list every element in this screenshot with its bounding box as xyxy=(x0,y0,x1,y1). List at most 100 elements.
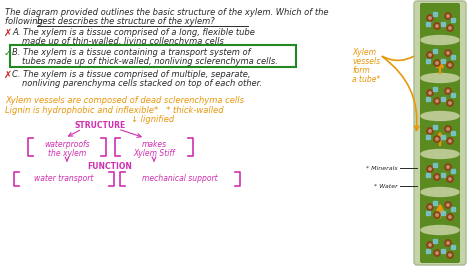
Circle shape xyxy=(447,90,449,92)
Circle shape xyxy=(427,166,433,172)
Text: B. The xylem is a tissue containing a transport system of: B. The xylem is a tissue containing a tr… xyxy=(12,48,251,57)
Text: water transport: water transport xyxy=(34,174,94,183)
FancyBboxPatch shape xyxy=(433,163,437,167)
Circle shape xyxy=(434,212,440,218)
Text: makes: makes xyxy=(141,140,166,149)
FancyBboxPatch shape xyxy=(426,22,430,26)
Circle shape xyxy=(449,64,451,66)
FancyBboxPatch shape xyxy=(433,87,437,91)
Circle shape xyxy=(447,214,453,220)
Text: Xylem: Xylem xyxy=(352,48,376,57)
Text: ✗: ✗ xyxy=(4,28,12,38)
FancyBboxPatch shape xyxy=(426,135,430,139)
Circle shape xyxy=(445,126,451,132)
Circle shape xyxy=(449,140,451,142)
Text: waterproofs: waterproofs xyxy=(44,140,90,149)
Circle shape xyxy=(436,176,438,178)
Circle shape xyxy=(447,15,449,17)
FancyBboxPatch shape xyxy=(451,245,455,249)
Circle shape xyxy=(427,15,433,21)
Circle shape xyxy=(429,206,431,208)
Circle shape xyxy=(434,174,440,180)
Circle shape xyxy=(436,100,438,102)
Circle shape xyxy=(447,204,449,206)
Text: Xylem vessels are composed of dead sclerenchyma cells: Xylem vessels are composed of dead scler… xyxy=(5,96,244,105)
Text: a tube*: a tube* xyxy=(352,75,380,84)
Circle shape xyxy=(434,98,440,104)
Circle shape xyxy=(447,128,449,130)
Circle shape xyxy=(434,136,440,142)
FancyBboxPatch shape xyxy=(441,59,445,63)
FancyBboxPatch shape xyxy=(441,97,445,101)
FancyBboxPatch shape xyxy=(426,59,430,63)
Text: Xylem Stiff: Xylem Stiff xyxy=(133,149,175,158)
Circle shape xyxy=(436,62,438,64)
Circle shape xyxy=(447,100,453,106)
Circle shape xyxy=(447,166,449,168)
Circle shape xyxy=(427,204,433,210)
Text: nonliving parenchyma cells stacked on top of each other.: nonliving parenchyma cells stacked on to… xyxy=(22,79,262,88)
Text: the xylem: the xylem xyxy=(48,149,86,158)
Ellipse shape xyxy=(421,188,459,197)
Circle shape xyxy=(429,130,431,132)
Text: * Minerals: * Minerals xyxy=(366,165,398,171)
Circle shape xyxy=(447,62,453,68)
FancyBboxPatch shape xyxy=(441,135,445,139)
Circle shape xyxy=(429,54,431,56)
Circle shape xyxy=(445,202,451,208)
Circle shape xyxy=(445,13,451,19)
FancyBboxPatch shape xyxy=(451,207,455,211)
Circle shape xyxy=(436,252,438,254)
Text: ↓ lignified: ↓ lignified xyxy=(5,115,174,124)
Text: mechanical support: mechanical support xyxy=(142,174,218,183)
FancyBboxPatch shape xyxy=(426,249,430,253)
FancyBboxPatch shape xyxy=(426,211,430,215)
Circle shape xyxy=(434,250,440,256)
Text: following: following xyxy=(5,17,46,26)
Circle shape xyxy=(436,138,438,140)
Circle shape xyxy=(427,90,433,96)
Text: C. The xylem is a tissue comprised of multiple, separate,: C. The xylem is a tissue comprised of mu… xyxy=(12,70,250,79)
Text: made up of thin-walled, living collenchyma cells: made up of thin-walled, living collenchy… xyxy=(22,37,224,46)
Text: FUNCTION: FUNCTION xyxy=(88,162,132,171)
Circle shape xyxy=(427,52,433,58)
FancyBboxPatch shape xyxy=(433,49,437,53)
FancyBboxPatch shape xyxy=(441,173,445,177)
FancyBboxPatch shape xyxy=(451,131,455,135)
Circle shape xyxy=(447,25,453,31)
Text: form: form xyxy=(352,66,370,75)
Circle shape xyxy=(445,240,451,246)
Circle shape xyxy=(445,88,451,94)
Text: A. The xylem is a tissue comprised of a long, flexible tube: A. The xylem is a tissue comprised of a … xyxy=(12,28,255,37)
Circle shape xyxy=(449,102,451,104)
Text: * Water: * Water xyxy=(374,184,398,189)
Ellipse shape xyxy=(421,35,459,44)
Circle shape xyxy=(447,242,449,244)
FancyBboxPatch shape xyxy=(451,93,455,97)
Ellipse shape xyxy=(421,226,459,235)
FancyBboxPatch shape xyxy=(441,249,445,253)
FancyBboxPatch shape xyxy=(433,201,437,205)
Text: tubes made up of thick-walled, nonliving sclerenchyma cells.: tubes made up of thick-walled, nonliving… xyxy=(22,57,278,66)
Circle shape xyxy=(434,60,440,66)
Circle shape xyxy=(429,244,431,246)
FancyBboxPatch shape xyxy=(451,18,455,22)
Text: STRUCTURE: STRUCTURE xyxy=(74,121,126,130)
Circle shape xyxy=(427,242,433,248)
FancyBboxPatch shape xyxy=(451,55,455,59)
Text: best describes the structure of the xylem?: best describes the structure of the xyle… xyxy=(37,17,215,26)
Circle shape xyxy=(447,176,453,182)
Circle shape xyxy=(449,27,451,29)
Circle shape xyxy=(445,164,451,170)
FancyBboxPatch shape xyxy=(426,173,430,177)
Text: ✓: ✓ xyxy=(4,48,12,58)
Ellipse shape xyxy=(421,149,459,159)
FancyBboxPatch shape xyxy=(451,169,455,173)
FancyBboxPatch shape xyxy=(441,22,445,26)
FancyBboxPatch shape xyxy=(433,239,437,243)
Circle shape xyxy=(436,214,438,216)
Circle shape xyxy=(447,138,453,144)
Circle shape xyxy=(429,168,431,170)
Text: Lignin is hydrophobic and inflexible*   * thick-walled: Lignin is hydrophobic and inflexible* * … xyxy=(5,106,224,115)
Circle shape xyxy=(449,178,451,180)
